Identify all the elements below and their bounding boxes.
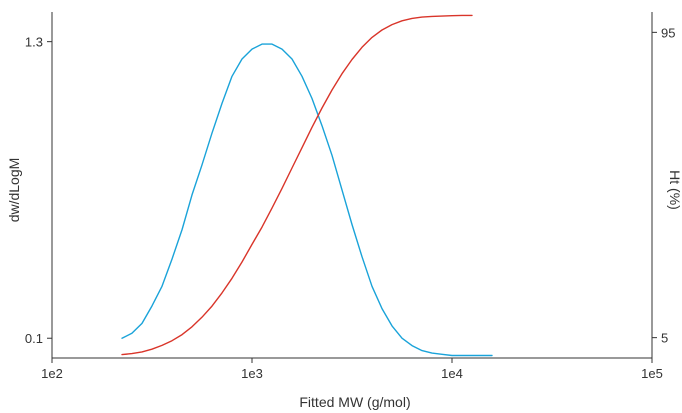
y-right-tick-label: 5	[661, 331, 668, 346]
chart-ticks: 1e2 1e3 1e4 1e5 0.1 1.3 5 95	[25, 25, 676, 381]
chart-series	[121, 14, 493, 357]
x-axis-label: Fitted MW (g/mol)	[299, 394, 410, 410]
x-tick-label: 1e3	[241, 366, 263, 381]
y-axis-right-label: Ht (%)	[667, 170, 682, 210]
y-axis-left-label: dw/dLogM	[6, 158, 22, 223]
y-left-tick-label: 0.1	[25, 331, 43, 346]
cumulative-ht-line	[121, 14, 473, 356]
y-right-tick-label: 95	[661, 25, 675, 40]
dw-dlogm-line	[121, 43, 493, 357]
chart-axes	[51, 12, 653, 359]
y-left-tick-label: 1.3	[25, 35, 43, 50]
x-tick-label: 1e2	[41, 366, 63, 381]
x-tick-label: 1e4	[441, 366, 463, 381]
x-tick-label: 1e5	[641, 366, 663, 381]
